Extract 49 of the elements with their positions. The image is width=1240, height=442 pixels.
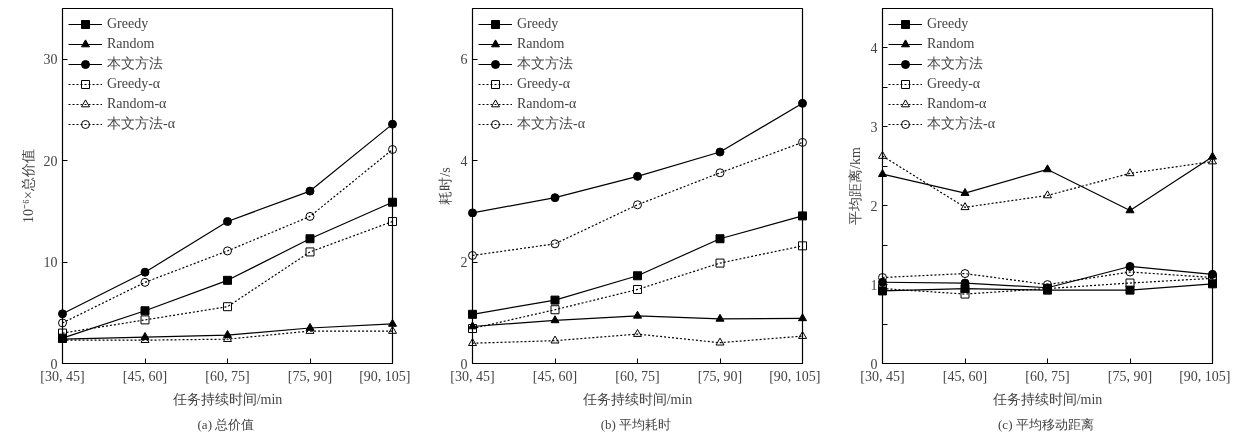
legend-label: 本文方法 bbox=[927, 55, 983, 73]
x-tick-label: [60, 75] bbox=[1025, 368, 1070, 384]
legend-label: 本文方法-α bbox=[517, 115, 585, 133]
y-axis-title: 耗时/s bbox=[437, 167, 453, 205]
x-axis-title: 任务持续时间/min bbox=[171, 391, 283, 407]
legend-label: Greedy bbox=[517, 15, 559, 33]
legend-label: Greedy-α bbox=[517, 75, 571, 93]
legend-label: 本文方法-α bbox=[927, 115, 995, 133]
x-tick-label: [90, 105] bbox=[769, 368, 821, 384]
legend-label: 本文方法 bbox=[517, 55, 573, 73]
x-tick-label: [45, 60] bbox=[122, 368, 168, 384]
x-axis-title: 任务持续时间/min bbox=[991, 391, 1103, 407]
legend-label: Random bbox=[107, 35, 155, 53]
legend-label: Random-α bbox=[517, 95, 577, 113]
legend-label: Random bbox=[927, 35, 975, 53]
x-tick-label: [60, 75] bbox=[205, 368, 250, 384]
x-tick-label: [90, 105] bbox=[359, 368, 411, 384]
legend-label: Random-α bbox=[927, 95, 987, 113]
x-tick-label: [45, 60] bbox=[532, 368, 578, 384]
y-tick-label: 20 bbox=[43, 153, 58, 169]
x-tick-label: [75, 90] bbox=[1107, 368, 1153, 384]
legend-label: Random bbox=[517, 35, 565, 53]
text: (a) 总价值 bbox=[197, 416, 255, 432]
x-tick-label: [45, 60] bbox=[942, 368, 988, 384]
x-tick-label: [75, 90] bbox=[287, 368, 333, 384]
x-tick-label: [60, 75] bbox=[615, 368, 660, 384]
legend-label: Greedy bbox=[107, 15, 149, 33]
legend-label: 本文方法 bbox=[107, 55, 163, 73]
text: (b) 平均耗时 bbox=[600, 416, 672, 432]
y-tick-label: 2 bbox=[460, 255, 468, 271]
y-tick-label: 6 bbox=[460, 52, 468, 68]
legend-label: Greedy-α bbox=[927, 75, 981, 93]
y-tick-label: 3 bbox=[870, 119, 878, 135]
x-tick-label: [75, 90] bbox=[697, 368, 743, 384]
x-axis-title: 任务持续时间/min bbox=[581, 391, 693, 407]
legend-label: Random-α bbox=[107, 95, 167, 113]
legend-label: Greedy bbox=[927, 15, 969, 33]
y-axis-title: 10⁻⁶×总价值 bbox=[20, 149, 36, 223]
x-tick-label: [90, 105] bbox=[1179, 368, 1231, 384]
y-tick-label: 2 bbox=[870, 198, 878, 214]
y-axis-title: 平均距离/km bbox=[847, 147, 863, 225]
y-tick-label: 4 bbox=[870, 40, 878, 56]
legend-label: Greedy-α bbox=[107, 75, 161, 93]
y-tick-label: 30 bbox=[43, 52, 58, 68]
y-tick-label: 10 bbox=[43, 255, 58, 271]
legend-label: 本文方法-α bbox=[107, 115, 175, 133]
y-tick-label: 4 bbox=[460, 153, 468, 169]
y-tick-label: 1 bbox=[870, 277, 878, 293]
text: (c) 平均移动距离 bbox=[998, 416, 1094, 432]
